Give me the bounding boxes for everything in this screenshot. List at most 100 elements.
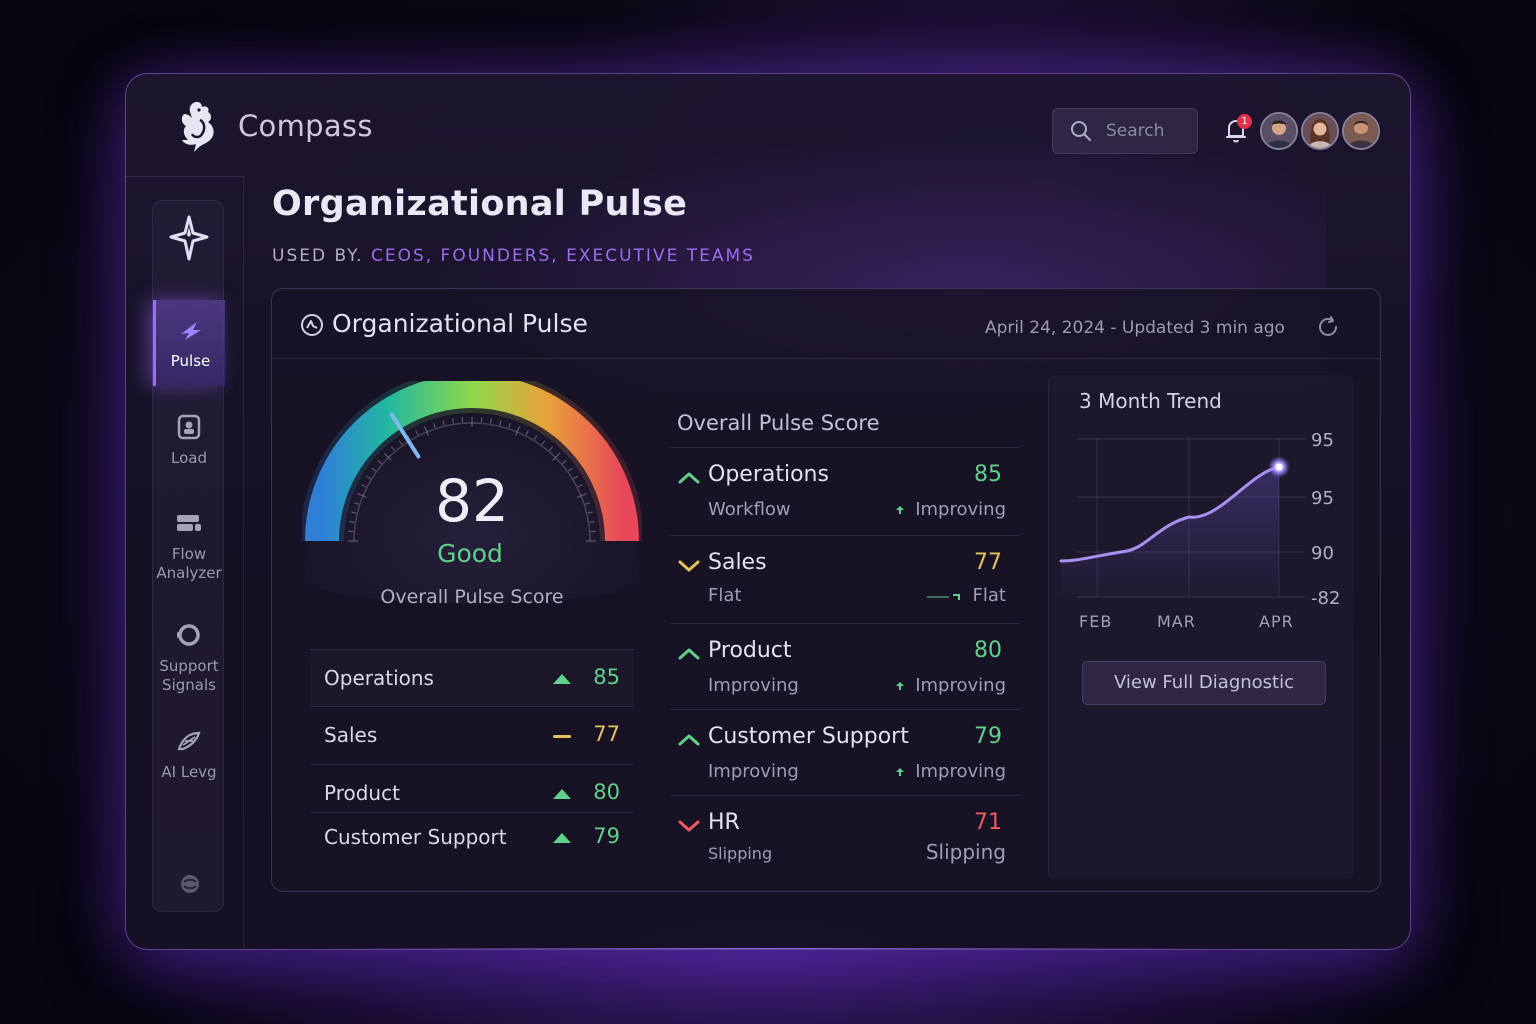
- item-status: Improving: [895, 675, 1006, 696]
- search-placeholder: Search: [1106, 121, 1165, 141]
- row-name: Operations: [324, 666, 434, 690]
- gauge-tick: [383, 452, 392, 461]
- brand[interactable]: Compass: [172, 98, 373, 154]
- used-by-list: CEOS, FOUNDERS, EXECUTIVE TEAMS: [370, 246, 755, 266]
- item-status-text: Flat: [972, 585, 1006, 606]
- trend-chart: 95 95 90 -82 FEB MAR APR: [1059, 430, 1340, 631]
- gauge-tick: [508, 422, 511, 429]
- person-avatar-icon: [1262, 114, 1296, 148]
- row-score: 85: [593, 665, 620, 689]
- item-status: Improving: [895, 499, 1006, 520]
- sidebar-item-support-signals[interactable]: Support Signals: [153, 621, 225, 695]
- load-icon: [177, 414, 201, 440]
- gauge-tick: [371, 467, 377, 472]
- avatar[interactable]: [1301, 112, 1339, 150]
- item-name: Operations: [708, 462, 829, 487]
- row-name: Product: [324, 781, 400, 805]
- gauge-rating: Good: [437, 539, 503, 568]
- trend-up-icon: [553, 833, 571, 843]
- list-item[interactable]: Customer Support 79 Improving Improving: [670, 709, 1020, 795]
- updated-timestamp: April 24, 2024 - Updated 3 min ago: [985, 318, 1285, 338]
- gauge-tick: [442, 420, 445, 426]
- trend-card: 3 Month Trend: [1048, 375, 1354, 879]
- gauge-dial: [302, 381, 642, 604]
- gauge-tick: [567, 467, 573, 472]
- gauge-value: 82: [435, 467, 509, 535]
- avatar[interactable]: [1260, 112, 1298, 150]
- row-score: 77: [593, 722, 620, 746]
- flow-analyzer-icon: [177, 515, 201, 531]
- gauge-tick: [357, 492, 367, 498]
- sidebar-divider: [126, 176, 244, 177]
- gauge-tick: [562, 460, 567, 465]
- item-score: 77: [974, 550, 1002, 575]
- trend-x-labels: FEB MAR APR: [1079, 612, 1294, 631]
- gauge-tick: [525, 430, 529, 436]
- table-row[interactable]: Customer Support 79: [310, 813, 634, 861]
- list-item[interactable]: HR 71 Slipping Slipping: [670, 795, 1020, 875]
- pulse-circle-icon: [301, 314, 323, 336]
- table-row[interactable]: Sales 77: [310, 707, 634, 765]
- row-name: Sales: [324, 723, 378, 747]
- search-icon: [1071, 121, 1091, 141]
- sidebar-item-label: Load: [171, 449, 207, 467]
- gauge-tick: [452, 418, 454, 424]
- gauge-tick: [365, 475, 371, 480]
- trend-series-line: [1059, 465, 1281, 563]
- support-signals-icon: [177, 624, 200, 646]
- row-score: 80: [593, 780, 620, 804]
- gauge-tick: [361, 484, 367, 488]
- refresh-icon[interactable]: [1316, 315, 1340, 339]
- improving-icon: [896, 506, 905, 514]
- gauge-ticks: [348, 417, 596, 542]
- sidebar: Pulse Load Flow Analyzer Support Si: [152, 200, 225, 912]
- search-input[interactable]: Search: [1052, 108, 1198, 154]
- item-status-text: Improving: [915, 675, 1006, 696]
- app-name: Compass: [238, 109, 373, 143]
- dragon-logo-icon: [181, 101, 214, 152]
- view-full-diagnostic-button[interactable]: View Full Diagnostic: [1082, 661, 1326, 705]
- team-avatars: [1260, 112, 1380, 150]
- sidebar-border: [243, 176, 244, 949]
- list-item[interactable]: Sales 77 Flat Flat: [670, 535, 1020, 623]
- sidebar-item-ai-levg[interactable]: AI Levg: [153, 727, 225, 782]
- sidebar-item-load[interactable]: Load: [153, 413, 225, 468]
- improving-icon: [896, 682, 905, 690]
- used-by-caption: USED BY. CEOS, FOUNDERS, EXECUTIVE TEAMS: [272, 246, 755, 266]
- sidebar-item-label: AI Levg: [161, 763, 217, 781]
- gauge-needle: [389, 412, 421, 459]
- sidebar-item-pulse[interactable]: Pulse: [153, 300, 225, 386]
- item-sub: Slipping: [708, 844, 773, 863]
- gauge-tick: [533, 434, 538, 440]
- gauge-tick: [577, 484, 583, 488]
- item-score: 71: [974, 810, 1002, 835]
- sidebar-item-flow-analyzer[interactable]: Flow Analyzer: [153, 509, 225, 583]
- page-title: Organizational Pulse: [272, 184, 688, 224]
- item-status-text: Improving: [915, 499, 1006, 520]
- gauge-tick: [515, 426, 521, 436]
- item-score: 80: [974, 638, 1002, 663]
- gauge-tick: [587, 511, 593, 514]
- trend-x-tick-label: FEB: [1079, 612, 1112, 631]
- avatar[interactable]: [1342, 112, 1380, 150]
- settings-swirl-icon[interactable]: [179, 873, 201, 895]
- trend-x-tick-label: APR: [1259, 612, 1294, 631]
- trend-y-labels: 95 95 90 -82: [1311, 430, 1340, 609]
- trend-y-tick-label: -82: [1311, 588, 1340, 609]
- trend-y-tick-label: 95: [1311, 430, 1334, 451]
- compass-star-icon[interactable]: [167, 213, 211, 263]
- sidebar-item-label: Pulse: [170, 352, 211, 370]
- item-sub: Workflow: [708, 499, 791, 520]
- trend-title: 3 Month Trend: [1079, 389, 1222, 413]
- list-item[interactable]: Product 80 Improving Improving: [670, 623, 1020, 709]
- table-row[interactable]: Operations 85: [310, 649, 634, 707]
- item-sub: Improving: [708, 675, 799, 696]
- gauge-inner-ring: [353, 422, 591, 542]
- pulse-arrow-icon: [180, 322, 201, 340]
- gauge-tick: [573, 475, 579, 480]
- item-name: Sales: [708, 550, 767, 575]
- gauge-caption: Overall Pulse Score: [380, 586, 564, 608]
- list-item[interactable]: Operations 85 Workflow Improving: [670, 447, 1020, 535]
- table-row[interactable]: Product 80: [310, 765, 634, 813]
- trend-flat-icon: [553, 735, 571, 738]
